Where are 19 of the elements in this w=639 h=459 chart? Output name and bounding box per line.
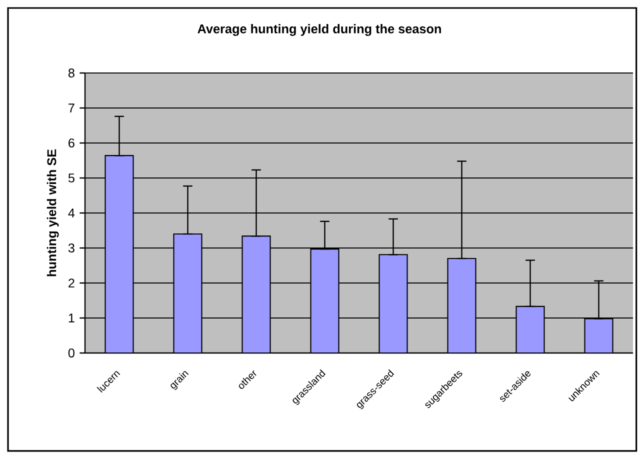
bar bbox=[104, 155, 134, 353]
y-tick-label: 6 bbox=[68, 138, 74, 148]
y-tick-label: 3 bbox=[68, 244, 74, 252]
y-tick-label: 2 bbox=[68, 278, 74, 288]
bar bbox=[516, 306, 545, 353]
y-tick-label: 7 bbox=[68, 104, 74, 112]
bar bbox=[378, 254, 408, 353]
bar bbox=[447, 258, 476, 353]
bar bbox=[242, 236, 271, 353]
y-tick-label: 4 bbox=[68, 208, 75, 218]
y-axis-title: hunting yield with SE bbox=[46, 149, 59, 276]
y-tick-label: 8 bbox=[68, 68, 74, 78]
bar bbox=[310, 248, 340, 353]
chart-title: Average hunting yield during the season bbox=[198, 24, 441, 36]
bar bbox=[173, 233, 202, 353]
y-tick-label: 1 bbox=[68, 314, 74, 322]
y-tick-label: 5 bbox=[68, 174, 74, 182]
bar bbox=[584, 318, 614, 353]
y-tick-label: 0 bbox=[68, 348, 74, 358]
